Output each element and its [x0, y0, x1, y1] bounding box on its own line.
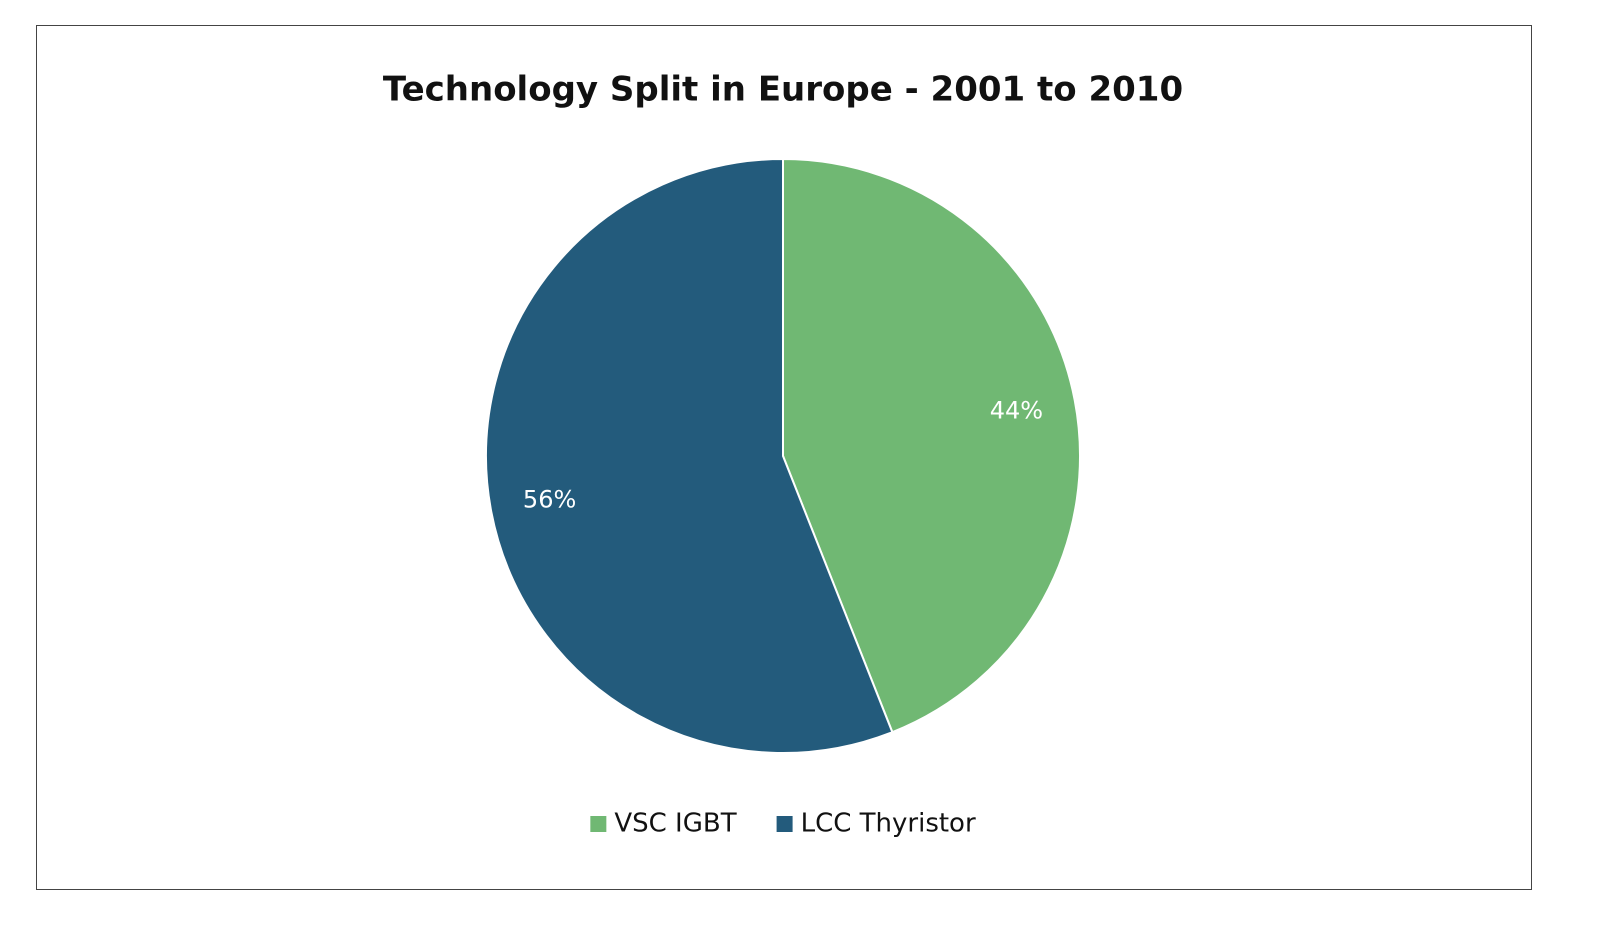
pie-slice — [485, 157, 894, 754]
legend-label: LCC Thyristor — [801, 809, 976, 839]
pie-slice — [782, 157, 1082, 734]
data-label: 44% — [990, 396, 1043, 424]
data-label: 56% — [523, 486, 576, 514]
legend-swatch — [776, 816, 793, 832]
chart-title: Technology Split in Europe - 2001 to 201… — [383, 70, 1183, 110]
legend-label: VSC IGBT — [614, 809, 736, 839]
legend-swatch — [590, 816, 607, 832]
